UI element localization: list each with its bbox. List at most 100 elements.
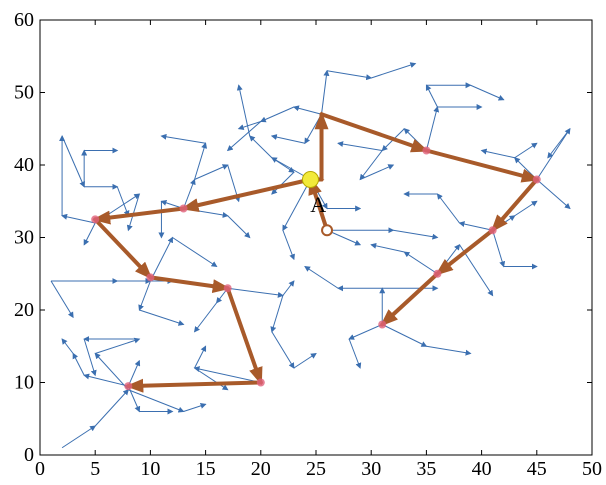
tree-edge <box>116 186 130 217</box>
tree-edge <box>292 105 322 115</box>
tree-edge <box>149 236 173 282</box>
x-tick-label: 40 <box>472 458 492 480</box>
tree-edge <box>172 237 218 268</box>
tree-edge <box>348 324 383 340</box>
x-tick-label: 30 <box>361 458 381 480</box>
tree-edge <box>271 331 295 369</box>
tree-edge <box>282 179 311 232</box>
y-tick-label: 20 <box>14 299 34 321</box>
tree-edge <box>458 221 493 231</box>
tree-edge <box>293 352 317 369</box>
tree-edge <box>425 106 440 151</box>
waypoint-marker <box>124 382 133 391</box>
x-tick-label: 20 <box>251 458 271 480</box>
tree-edge <box>94 389 129 427</box>
tree-edge <box>194 142 208 180</box>
tree-edge <box>536 179 571 210</box>
tree-edge <box>270 295 284 333</box>
tree-edge <box>194 164 229 180</box>
tree-edge <box>359 164 395 180</box>
tree-edge <box>304 265 339 289</box>
tree-edge <box>194 367 229 391</box>
waypoint-marker <box>378 320 387 329</box>
x-tick-label: 5 <box>90 458 100 480</box>
tree-edge <box>514 200 538 217</box>
tree-edge <box>83 338 97 377</box>
tree-edge <box>95 337 141 354</box>
y-tick-label: 0 <box>24 444 34 466</box>
path-segment <box>424 148 540 183</box>
waypoint-marker <box>91 215 100 224</box>
path-segment <box>93 217 153 280</box>
tree-edge <box>536 127 571 180</box>
tree-edge <box>126 193 140 232</box>
tree-edge <box>83 222 96 246</box>
x-tick-label: 50 <box>582 458 602 480</box>
path-segment <box>380 271 440 327</box>
tree-edge <box>393 229 439 240</box>
waypoint-marker <box>422 146 431 155</box>
tree-edge <box>128 389 185 413</box>
tree-edge <box>271 171 295 195</box>
path-segment <box>180 177 313 212</box>
tree-edge <box>50 280 74 319</box>
tree-edge <box>370 242 405 253</box>
x-tick-label: 35 <box>416 458 436 480</box>
tree-edge <box>321 69 330 115</box>
plot-frame <box>39 19 593 456</box>
path-segment <box>308 176 330 233</box>
path-segment <box>92 206 186 225</box>
tree-edge <box>160 133 206 144</box>
x-tick-label: 45 <box>527 458 547 480</box>
path-segment <box>435 228 495 276</box>
tree-edge <box>94 352 129 391</box>
tree-edge <box>194 345 207 369</box>
y-tick-label: 50 <box>14 82 34 104</box>
annotation-point <box>321 224 334 237</box>
waypoints: A <box>91 146 541 391</box>
tree-edge <box>547 128 571 159</box>
tree-edge <box>470 84 505 101</box>
tree-edge <box>270 134 306 144</box>
y-tick-label: 40 <box>14 154 34 176</box>
tree-edge <box>61 338 74 354</box>
path-segment <box>148 275 231 294</box>
tree-edge <box>348 338 362 369</box>
tree-edge <box>304 114 322 145</box>
x-tick-label: 25 <box>306 458 326 480</box>
waypoint-marker <box>256 378 265 387</box>
tree-edge <box>359 150 383 181</box>
tree-edge <box>83 373 129 387</box>
tree-edge <box>61 425 97 449</box>
tree-edge <box>127 359 141 387</box>
tree-edge <box>371 62 417 79</box>
waypoint-marker <box>179 204 188 213</box>
tree-edge <box>61 135 85 188</box>
tree-edge <box>382 324 428 347</box>
tree-edge <box>236 84 251 137</box>
tree-edge <box>138 280 151 311</box>
tree-edge <box>237 121 261 131</box>
annotation-label: A <box>310 192 326 217</box>
path-segment <box>490 177 539 233</box>
tree-edge <box>271 157 295 173</box>
waypoint-marker <box>532 175 541 184</box>
tree-edge <box>337 141 383 151</box>
tree-edge <box>183 178 196 209</box>
waypoint-marker <box>146 273 155 282</box>
path-segment <box>125 378 263 393</box>
tree-edge <box>227 287 284 298</box>
tree-edge <box>183 402 207 412</box>
tree-edge <box>426 345 472 356</box>
tree-edge <box>403 251 438 275</box>
tree-edge <box>326 229 362 246</box>
waypoint-marker <box>223 284 232 293</box>
path-segment <box>225 286 263 386</box>
planned-path <box>92 111 540 393</box>
path-segment <box>319 112 430 153</box>
tree-edge <box>514 142 538 159</box>
x-tick-label: 10 <box>140 458 160 480</box>
tree-edge <box>259 106 295 123</box>
